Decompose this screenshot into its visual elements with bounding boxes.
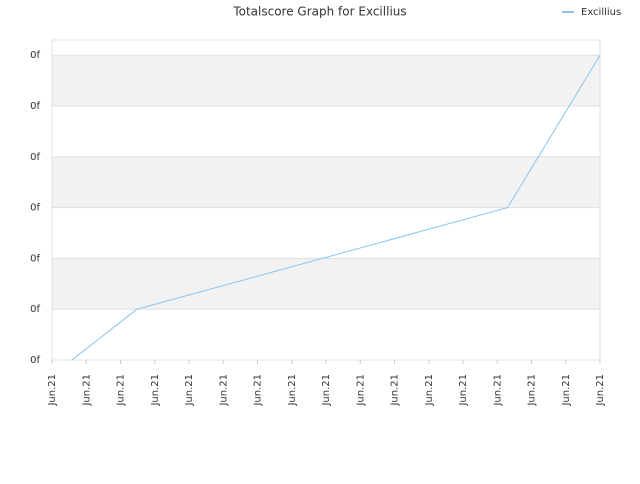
x-tick-label: Jun.21: [527, 374, 538, 407]
x-tick-label: Jun.21: [492, 374, 503, 407]
x-tick-label: Jun.21: [458, 374, 469, 407]
x-tick-label: Jun.21: [390, 374, 401, 407]
x-tick-label: Jun.21: [355, 374, 366, 407]
x-tick-label: Jun.21: [321, 374, 332, 407]
x-tick-label: Jun.21: [561, 374, 572, 407]
y-tick-label: 0f: [30, 203, 40, 214]
y-tick-label: 0f: [30, 253, 40, 264]
chart-title: Totalscore Graph for Excillius: [232, 5, 406, 19]
x-tick-label: Jun.21: [47, 374, 58, 407]
line: [71, 54, 601, 361]
x-tick-label: Jun.21: [424, 374, 435, 407]
y-tick-label: 0f: [30, 304, 40, 315]
legend-label: Excillius: [581, 7, 621, 18]
x-tick-label: Jun.21: [184, 374, 195, 407]
x-tick-label: Jun.21: [253, 374, 264, 407]
grid-band: [52, 55, 600, 107]
y-tick-label: 0f: [30, 101, 40, 112]
x-tick-label: Jun.21: [287, 374, 298, 407]
grid-band: [52, 156, 600, 208]
y-tick-label: 0f: [30, 355, 40, 366]
x-tick-label: Jun.21: [218, 374, 229, 407]
x-tick-label: Jun.21: [116, 374, 127, 407]
grid-band: [52, 258, 600, 310]
y-tick-label: 0f: [30, 50, 40, 61]
x-tick-label: Jun.21: [595, 374, 606, 407]
x-tick-label: Jun.21: [150, 374, 161, 407]
x-tick-label: Jun.21: [81, 374, 92, 407]
y-tick-label: 0f: [30, 152, 40, 163]
